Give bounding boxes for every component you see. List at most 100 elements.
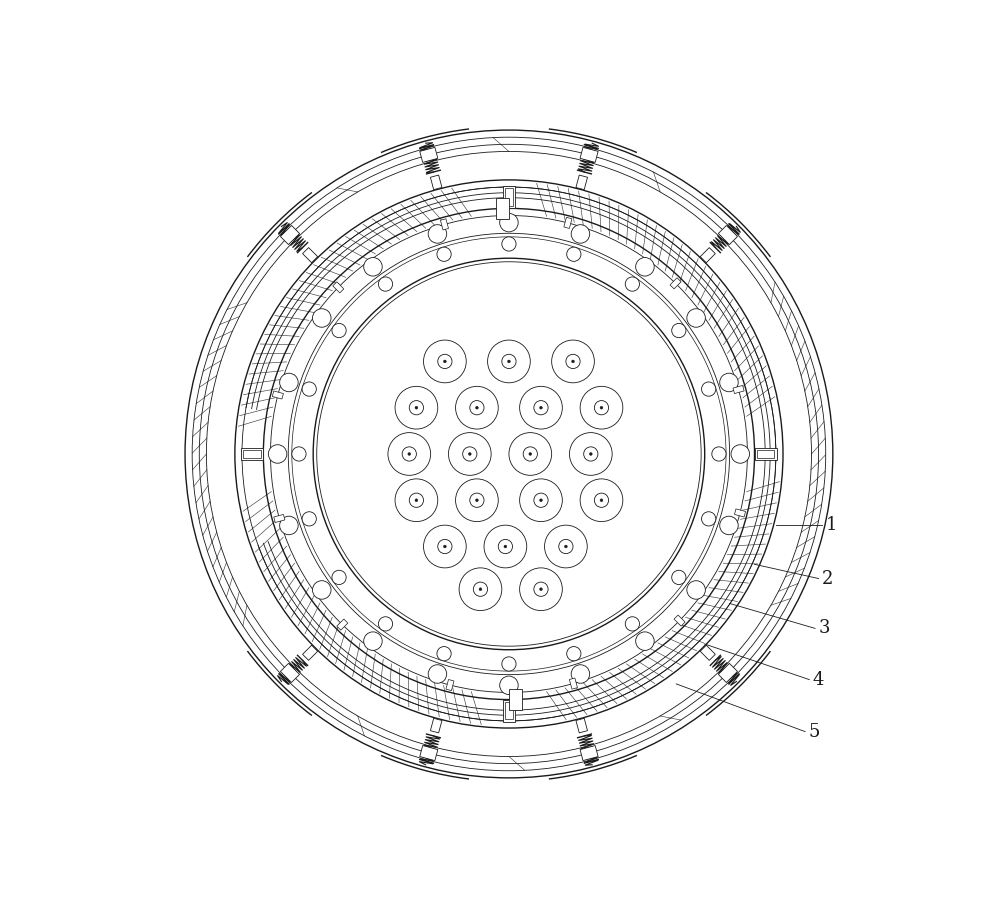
Polygon shape: [303, 247, 318, 263]
Circle shape: [470, 493, 484, 507]
Circle shape: [502, 657, 516, 671]
Circle shape: [566, 354, 580, 369]
Polygon shape: [564, 217, 572, 228]
Circle shape: [702, 382, 716, 396]
Polygon shape: [303, 645, 318, 660]
Circle shape: [388, 433, 431, 476]
Circle shape: [484, 525, 527, 568]
Polygon shape: [241, 448, 263, 460]
Polygon shape: [718, 663, 737, 682]
Polygon shape: [674, 615, 685, 626]
Text: 4: 4: [813, 670, 824, 689]
Circle shape: [409, 400, 424, 415]
Polygon shape: [576, 175, 588, 189]
Polygon shape: [243, 449, 261, 458]
Circle shape: [502, 236, 516, 251]
Circle shape: [567, 647, 581, 660]
Circle shape: [720, 516, 738, 535]
Text: 5: 5: [809, 723, 820, 740]
Circle shape: [395, 386, 438, 429]
Circle shape: [540, 588, 542, 591]
Circle shape: [712, 447, 726, 461]
Circle shape: [428, 665, 447, 683]
Circle shape: [438, 354, 452, 369]
Polygon shape: [700, 247, 715, 263]
Circle shape: [523, 447, 537, 461]
Circle shape: [364, 257, 382, 276]
Polygon shape: [733, 385, 744, 393]
Polygon shape: [580, 148, 598, 162]
Circle shape: [456, 386, 498, 429]
Circle shape: [509, 433, 552, 476]
Circle shape: [584, 447, 598, 461]
Polygon shape: [700, 645, 715, 660]
Text: 1: 1: [826, 516, 837, 535]
Circle shape: [504, 545, 507, 548]
Circle shape: [540, 499, 542, 502]
Circle shape: [468, 452, 471, 456]
Circle shape: [500, 676, 518, 695]
Circle shape: [636, 631, 654, 651]
Polygon shape: [569, 678, 577, 689]
Polygon shape: [420, 746, 438, 761]
Circle shape: [302, 382, 316, 396]
Circle shape: [508, 360, 510, 363]
Circle shape: [292, 447, 306, 461]
Circle shape: [459, 568, 502, 611]
Circle shape: [302, 512, 316, 526]
Circle shape: [313, 258, 705, 650]
Circle shape: [502, 354, 516, 369]
Polygon shape: [496, 198, 509, 219]
Circle shape: [594, 493, 609, 507]
Circle shape: [571, 225, 590, 243]
Circle shape: [473, 582, 488, 596]
Circle shape: [672, 323, 686, 338]
Circle shape: [448, 433, 491, 476]
Circle shape: [408, 452, 411, 456]
Polygon shape: [576, 718, 588, 733]
Circle shape: [731, 445, 750, 463]
Circle shape: [571, 665, 590, 683]
Circle shape: [500, 213, 518, 232]
Polygon shape: [503, 699, 515, 722]
Circle shape: [378, 617, 393, 631]
Circle shape: [470, 400, 484, 415]
Circle shape: [332, 323, 346, 338]
Circle shape: [280, 373, 298, 391]
Polygon shape: [430, 175, 442, 189]
Circle shape: [672, 570, 686, 584]
Polygon shape: [280, 663, 300, 682]
Circle shape: [625, 617, 639, 631]
Polygon shape: [274, 515, 285, 523]
Circle shape: [720, 373, 738, 391]
Polygon shape: [718, 226, 737, 245]
Circle shape: [313, 581, 331, 599]
Polygon shape: [333, 282, 344, 293]
Polygon shape: [670, 278, 681, 289]
Circle shape: [702, 512, 716, 526]
Circle shape: [545, 525, 587, 568]
Circle shape: [559, 539, 573, 554]
Polygon shape: [420, 148, 438, 162]
Circle shape: [687, 309, 705, 327]
Polygon shape: [509, 689, 522, 710]
Polygon shape: [430, 718, 442, 733]
Circle shape: [456, 479, 498, 522]
Circle shape: [443, 545, 446, 548]
Polygon shape: [580, 746, 598, 761]
Polygon shape: [272, 391, 283, 399]
Circle shape: [520, 386, 562, 429]
Circle shape: [564, 545, 567, 548]
Circle shape: [415, 499, 418, 502]
Circle shape: [569, 433, 612, 476]
Polygon shape: [505, 702, 513, 719]
Circle shape: [580, 479, 623, 522]
Circle shape: [424, 525, 466, 568]
Circle shape: [437, 647, 451, 660]
Circle shape: [540, 406, 542, 410]
Circle shape: [268, 445, 287, 463]
Circle shape: [332, 570, 346, 584]
Circle shape: [402, 447, 416, 461]
Circle shape: [520, 568, 562, 611]
Circle shape: [594, 400, 609, 415]
